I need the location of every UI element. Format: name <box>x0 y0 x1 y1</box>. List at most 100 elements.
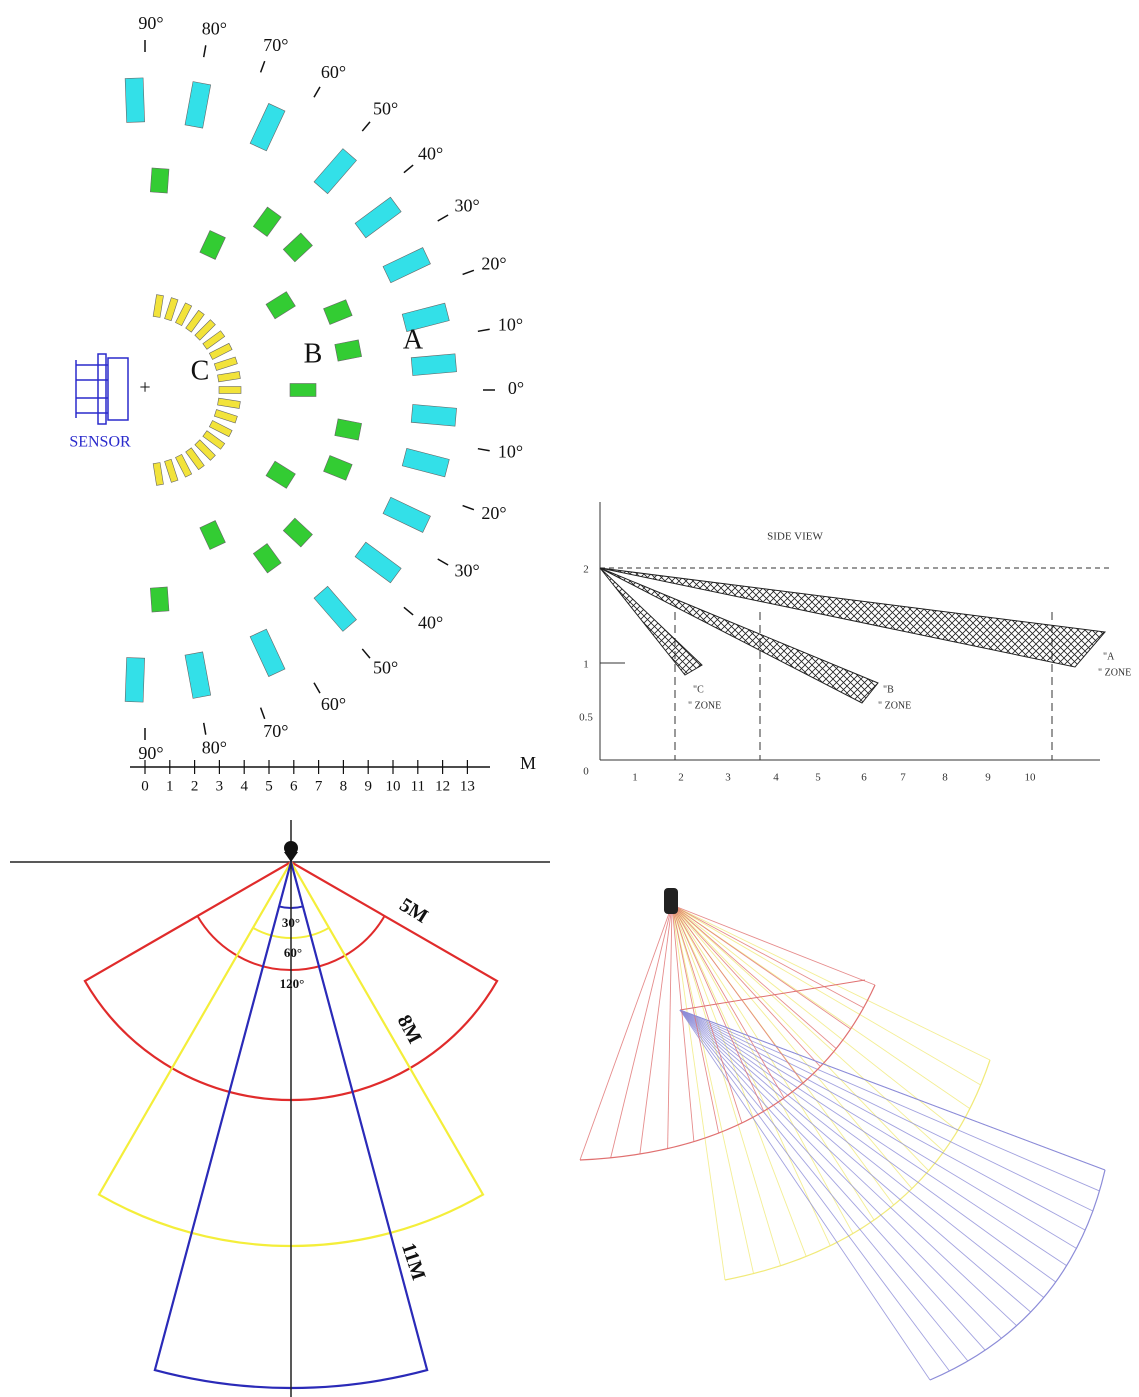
angle-label: 20° <box>481 503 506 523</box>
zone-b-segment <box>199 520 226 550</box>
zone-c-segment <box>217 397 241 409</box>
angle-label: 20° <box>481 253 506 273</box>
zone-label: B <box>304 338 323 369</box>
fan-rib <box>679 1009 1067 1267</box>
fan-rib <box>671 904 831 1246</box>
zone-c-segment <box>175 453 193 478</box>
fan-rib <box>671 904 851 1030</box>
angle-tick <box>462 504 475 511</box>
fan-rib <box>671 904 765 1112</box>
fan-rib <box>679 1009 1100 1192</box>
zone-c-segment <box>217 371 241 383</box>
fan-rib <box>679 1009 1032 1313</box>
zone-c-segment <box>175 302 193 327</box>
fan-rib <box>671 904 875 1221</box>
fan-rib <box>671 904 807 1257</box>
zone-b-segment <box>334 339 362 362</box>
fan-rib <box>667 904 673 1149</box>
zone-a-segment <box>401 302 450 332</box>
zone-b-segment <box>323 299 353 325</box>
fan-rib <box>671 904 695 1142</box>
scale-label: 0 <box>141 778 149 794</box>
fan-rib <box>671 904 945 1152</box>
zone-c-segment <box>194 439 216 461</box>
x-label: 3 <box>725 772 731 784</box>
x-label: 1 <box>632 772 638 784</box>
fan-rib <box>671 904 837 1049</box>
zone-c-segment <box>213 409 238 424</box>
zone-label: C <box>191 355 210 386</box>
zone-word: " ZONE <box>688 700 721 711</box>
scale-label: 6 <box>290 778 298 794</box>
sensor-mount <box>284 841 298 855</box>
zone-a-segment <box>382 496 431 533</box>
angle-label: 10° <box>498 315 523 335</box>
fan-rib <box>671 904 929 1172</box>
zone-c-segment <box>152 462 164 486</box>
zone-c-segment <box>208 420 233 438</box>
angle-label: 40° <box>418 144 443 164</box>
scale-label: 5 <box>265 778 273 794</box>
zone-b-segment <box>289 383 317 397</box>
angle-tick <box>403 164 414 174</box>
scale-label: 4 <box>240 778 248 794</box>
fan-edge <box>679 979 866 1011</box>
angle-label: 30° <box>454 561 479 581</box>
scale-label: 1 <box>166 778 174 794</box>
y-label: 0 <box>583 766 589 778</box>
fan-rib <box>679 1009 1077 1249</box>
angle-tick <box>361 121 371 132</box>
zone-a-segment <box>249 103 286 152</box>
fan-edge <box>579 984 876 1161</box>
scale-label: 8 <box>340 778 348 794</box>
angle-label: 90° <box>138 743 163 763</box>
fan-rib <box>679 1009 1045 1298</box>
zone-a-segment <box>354 196 402 239</box>
zone-label: A <box>403 324 424 355</box>
fan-rib <box>671 904 958 1132</box>
fan-rib <box>671 904 785 1099</box>
x-label: 9 <box>985 772 991 784</box>
y-label: 2 <box>583 564 589 576</box>
x-label: 6 <box>861 772 867 784</box>
zone-c-segment <box>208 342 233 360</box>
zone-b-segment <box>252 543 282 574</box>
x-label: 5 <box>815 772 821 784</box>
x-label: 4 <box>773 772 779 784</box>
detection-beam <box>599 567 879 704</box>
x-label: 7 <box>900 772 906 784</box>
fan-rib <box>671 904 726 1281</box>
fan-rib <box>679 1009 1056 1283</box>
scale-label: 10 <box>386 778 401 794</box>
zone-letter: "A <box>1103 651 1115 662</box>
angle-tick <box>259 707 266 720</box>
fan-rib <box>671 904 981 1086</box>
angle-label: 50° <box>373 658 398 678</box>
fan-rib <box>671 904 991 1061</box>
angle-label: 60° <box>321 694 346 714</box>
zone-b-segment <box>252 206 282 237</box>
zone-b-segment <box>282 517 313 548</box>
scale-label: 9 <box>364 778 372 794</box>
fan-edge <box>679 1009 1106 1171</box>
fan-edge <box>724 1059 991 1281</box>
fan-rib <box>679 1009 1086 1231</box>
sensor-lens <box>97 353 107 425</box>
angle-tick <box>313 682 321 694</box>
zone-c-segment <box>164 297 179 322</box>
zone-c-segment <box>185 309 205 333</box>
angle-label: 60° <box>321 62 346 82</box>
angle-label: 80° <box>202 738 227 758</box>
detection-beam <box>599 567 703 676</box>
angle-tick <box>313 86 321 98</box>
angle-label: 30° <box>454 196 479 216</box>
zone-a-segment <box>382 247 431 284</box>
zone-a-segment <box>184 81 212 129</box>
scale-label: 2 <box>191 778 199 794</box>
angle-tick <box>437 558 449 566</box>
zone-c-segment <box>218 386 242 394</box>
scale-label: 13 <box>460 778 475 794</box>
fan-rib <box>679 1009 1017 1326</box>
fan-rib <box>679 1009 986 1351</box>
scale-label: 3 <box>216 778 224 794</box>
